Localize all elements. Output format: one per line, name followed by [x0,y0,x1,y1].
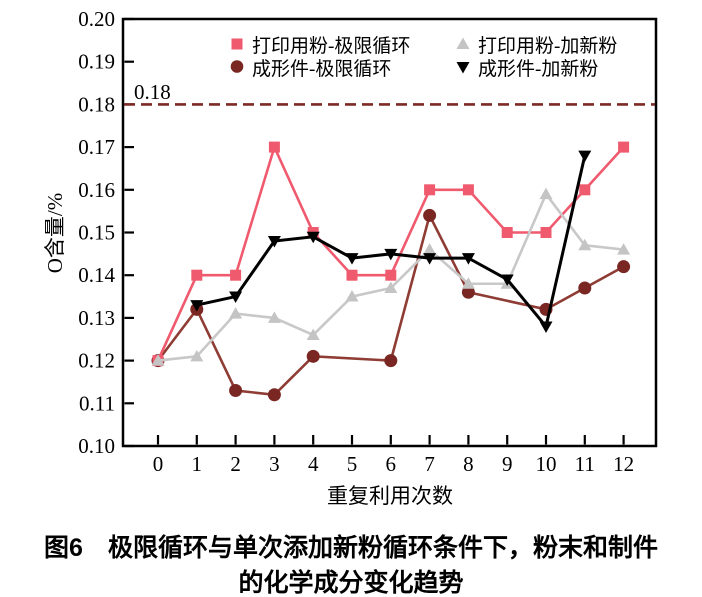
legend-label: 打印用粉-加新粉 [478,35,617,57]
y-tick-label: 0.18 [78,92,115,116]
square-marker-icon [501,227,513,238]
square-marker-icon [385,269,397,281]
triangle-up-marker-icon [306,328,320,340]
y-tick-label: 0.10 [78,434,115,458]
series-layer [151,141,631,402]
x-tick-label: 8 [463,452,474,476]
triangle-up-marker-icon [539,187,553,200]
legend-circle-marker-icon [230,60,244,73]
x-tick-label: 2 [230,452,241,476]
x-tick-label: 6 [386,452,397,476]
triangle-up-marker-icon [229,307,243,319]
figure-caption-line1: 图6 极限循环与单次添加新粉循环条件下，粉末和制件 [44,533,658,562]
triangle-up-marker-icon [267,311,281,323]
triangle-up-marker-icon [190,349,204,362]
axes-layer: 0.10 0.11 0.12 0.13 0.14 0.15 0.16 0.17 0.18 0.19… [78,7,655,476]
triangle-down-marker-icon [229,291,243,304]
circle-marker-icon [306,349,320,363]
y-tick-label: 0.17 [78,135,115,159]
x-tick-label: 1 [192,452,203,476]
x-tick-label: 4 [308,452,319,476]
circle-marker-icon [423,208,437,222]
triangle-up-marker-icon [345,290,359,302]
y-tick-label: 0.16 [78,178,115,202]
x-tick-label: 11 [575,452,595,476]
refline-label: 0.18 [134,80,171,104]
square-marker-icon [424,184,436,196]
x-axis-label: 重复利用次数 [327,484,453,508]
y-tick-label: 0.11 [79,391,115,415]
square-marker-icon [579,184,591,196]
triangle-up-marker-icon [384,281,398,294]
triangle-up-marker-icon [578,238,592,251]
plot-frame [121,17,658,448]
y-axis-label: O含量/% [43,193,67,274]
x-tick-label: 5 [347,452,358,476]
circle-marker-icon [578,281,592,295]
y-tick-label: 0.15 [78,221,115,245]
triangle-down-marker-icon [578,150,592,163]
triangle-down-marker-icon [539,321,553,333]
x-tick-label: 10 [536,452,557,476]
triangle-down-marker-icon [345,253,359,265]
triangle-down-marker-icon [461,253,475,265]
y-tick-label: 0.20 [78,7,115,31]
triangle-down-marker-icon [500,274,514,286]
circle-marker-icon [384,354,398,368]
circle-marker-icon [267,388,281,402]
triangle-down-marker-icon [384,248,398,261]
square-marker-icon [462,184,474,196]
legend-triangle-up-marker-icon [456,37,470,49]
square-marker-icon [230,269,242,281]
legend-triangle-down-marker-icon [456,62,470,74]
circle-marker-icon [229,383,243,397]
legend-square-marker-icon [231,38,243,50]
triangle-down-marker-icon [423,253,437,265]
y-tick-label: 0.13 [78,306,115,330]
circle-marker-icon [461,285,475,299]
legend: 打印用粉-极限循环 打印用粉-加新粉 成形件-极限循环 成形件-加新粉 [230,35,617,80]
x-tick-label: 7 [424,452,435,476]
triangle-up-marker-icon [461,277,475,289]
square-marker-icon [268,141,280,153]
square-marker-icon [191,269,203,281]
triangle-up-marker-icon [423,243,437,255]
legend-label: 成形件-极限循环 [252,58,391,80]
x-tick-label: 3 [269,452,280,476]
square-marker-icon [618,141,630,153]
triangle-up-marker-icon [617,243,631,255]
circle-marker-icon [617,260,631,274]
triangle-down-marker-icon [267,236,281,248]
series-line-2 [156,211,625,397]
triangle-up-marker-icon [151,354,165,366]
x-tick-label: 9 [502,452,513,476]
y-tick-label: 0.19 [78,50,115,74]
square-marker-icon [346,269,358,281]
figure-caption-line2: 的化学成分变化趋势 [238,568,463,597]
triangle-down-marker-icon [306,231,320,244]
x-tick-label: 12 [613,452,634,476]
y-tick-label: 0.12 [78,349,115,373]
y-tick-label: 0.14 [78,263,115,287]
legend-label: 成形件-加新粉 [478,58,598,80]
square-marker-icon [540,227,552,238]
legend-label: 打印用粉-极限循环 [252,35,410,57]
x-tick-label: 0 [153,452,164,476]
triangle-down-marker-icon [190,300,204,312]
